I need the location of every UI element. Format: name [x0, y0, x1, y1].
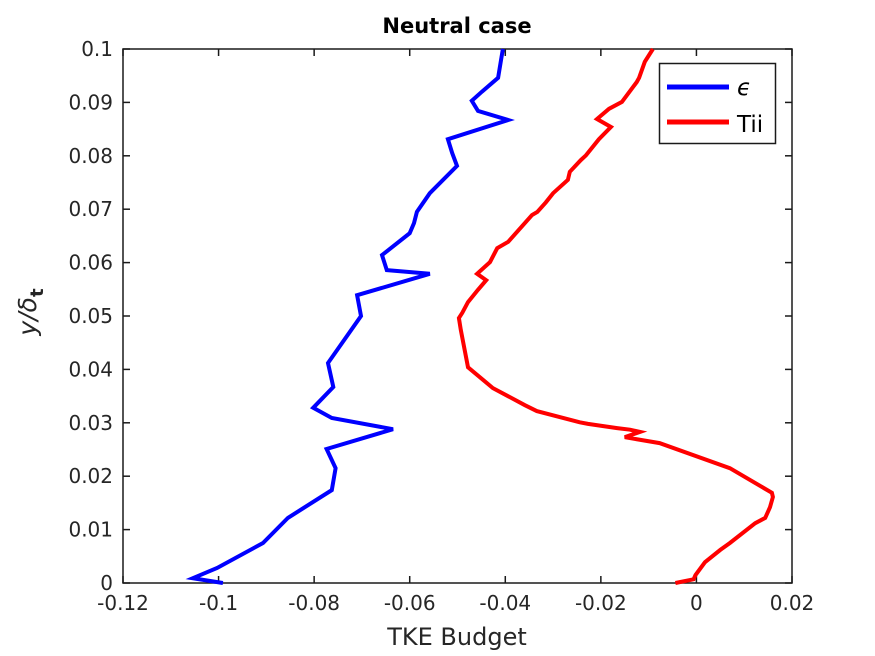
- x-tick-label: -0.08: [288, 591, 340, 615]
- x-tick-label: 0: [690, 591, 703, 615]
- y-tick-label: 0.02: [68, 464, 113, 488]
- series-epsilon-line: [185, 48, 515, 585]
- y-axis-label-subscript: t: [27, 288, 48, 297]
- y-tick-label: 0.01: [68, 518, 113, 542]
- x-tick-label: -0.02: [575, 591, 627, 615]
- x-tick-label: -0.1: [199, 591, 238, 615]
- x-tick-labels: -0.12 -0.1 -0.08 -0.06 -0.04 -0.02 0 0.02: [97, 591, 814, 615]
- series-tii-line: [456, 47, 775, 585]
- legend-box: [658, 62, 777, 145]
- x-tick-label: -0.06: [384, 591, 436, 615]
- y-tick-label: 0.07: [68, 197, 113, 221]
- x-axis-label: TKE Budget: [386, 623, 527, 651]
- legend: ϵ Tii: [658, 62, 777, 145]
- axis-ticks: [122, 48, 793, 584]
- legend-label-epsilon: ϵ: [737, 75, 751, 101]
- data-series: [185, 47, 775, 585]
- y-tick-label: 0.06: [68, 251, 113, 275]
- y-tick-label: 0.04: [68, 357, 113, 381]
- x-tick-label: -0.04: [479, 591, 531, 615]
- x-tick-label: 0.02: [770, 591, 815, 615]
- legend-label-tii: Tii: [736, 112, 763, 138]
- chart-title: Neutral case: [382, 14, 531, 38]
- y-tick-label: 0: [100, 571, 113, 595]
- y-tick-label: 0.08: [68, 144, 113, 168]
- y-tick-label: 0.05: [68, 304, 113, 328]
- y-tick-labels: 0 0.01 0.02 0.03 0.04 0.05 0.06 0.07 0.08 0.09 0.1: [68, 37, 113, 595]
- y-tick-label: 0.03: [68, 411, 113, 435]
- y-tick-label: 0.1: [81, 37, 113, 61]
- y-axis-label: y/δt: [13, 288, 48, 337]
- y-tick-label: 0.09: [68, 90, 113, 114]
- x-tick-label: -0.12: [97, 591, 149, 615]
- y-axis-label-main: y/δ: [13, 297, 42, 337]
